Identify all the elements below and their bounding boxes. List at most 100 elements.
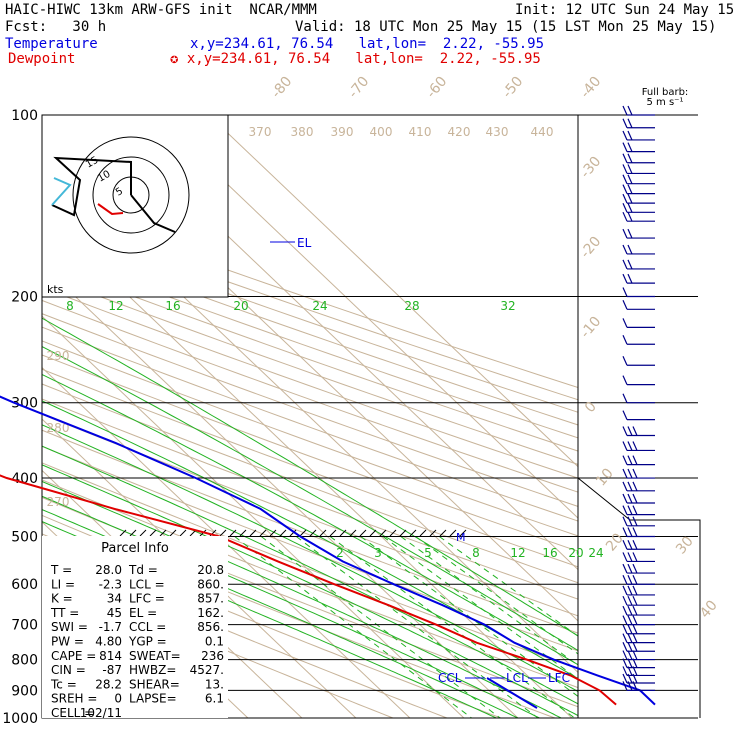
mixing-ratio-label: 24	[312, 299, 327, 313]
hatch-mark	[369, 529, 377, 537]
mixing-ratio-label: 2	[336, 546, 344, 560]
wind-barb-flag	[622, 426, 628, 436]
mixing-ratio-line	[360, 536, 578, 697]
wind-barb	[622, 259, 655, 270]
parcel-row-key2: SHEAR=	[129, 677, 180, 691]
wind-barb-flag	[622, 481, 628, 492]
parcel-row-value2: 4527.	[190, 663, 224, 677]
parcel-row-value: 45	[107, 606, 122, 620]
wind-barb-flag	[622, 527, 628, 537]
dry-adiabat-line	[42, 286, 578, 479]
parcel-row-value2: 13.	[205, 677, 224, 691]
wind-barb-flag	[622, 142, 628, 152]
wind-barb-flag	[627, 426, 633, 436]
wind-barb-flag	[627, 552, 633, 562]
dewpoint-legend: Dewpoint	[8, 51, 76, 67]
hodograph-upper-trace	[51, 177, 72, 206]
wind-barb	[622, 563, 655, 574]
hatch-mark	[249, 529, 257, 537]
wind-barb	[622, 164, 655, 175]
wind-barb	[622, 527, 655, 538]
mixing-ratio-line	[260, 536, 502, 718]
wind-barb-flag	[622, 287, 628, 297]
wind-barb	[622, 203, 655, 213]
dry-adiabat-line	[42, 274, 578, 465]
parcel-row-key: PW =	[51, 635, 84, 649]
wind-barb-flag	[627, 493, 633, 504]
dry-adiabat-line	[42, 413, 578, 617]
hodograph-ring-label: 5	[114, 186, 125, 199]
temperature-legend: Temperature	[5, 36, 98, 52]
hodograph-ring	[72, 136, 190, 254]
wind-barb-flag	[627, 516, 633, 527]
wind-barb-flag	[627, 666, 633, 676]
wind-barb-flag	[627, 658, 633, 668]
wind-barb	[622, 681, 655, 692]
parcel-row-key2: YGP =	[128, 635, 167, 649]
wind-barb-flag	[627, 673, 633, 684]
mixing-ratio-label: 12	[108, 299, 123, 313]
pressure-tick-label: 200	[11, 290, 38, 306]
wind-barb-flag	[627, 574, 633, 585]
parcel-row-value: -2.3	[99, 577, 122, 591]
hodograph-trace	[51, 156, 132, 217]
parcel-info-title: Parcel Info	[101, 541, 169, 556]
pressure-tick-label: 100	[11, 108, 38, 124]
wind-barb-flag	[627, 615, 633, 625]
parcel-row-value: 102/11	[80, 706, 122, 720]
wind-barb-flag	[627, 273, 633, 284]
parcel-row-key2: LAPSE=	[129, 692, 177, 706]
theta-label: 400	[370, 125, 393, 139]
parcel-row-value: 0	[114, 692, 122, 706]
wind-barb-flag	[622, 505, 628, 515]
mixing-ratio-line	[329, 536, 576, 718]
wind-barb-flag	[622, 228, 628, 239]
isotherm-line	[42, 366, 411, 718]
lfc-label: LFC	[548, 671, 570, 685]
parcel-row-key2: LFC =	[129, 592, 165, 606]
wind-barb-flag	[627, 540, 633, 550]
hatch-mark	[219, 529, 227, 537]
wind-barb-flag	[632, 595, 638, 606]
wind-barb-flag	[627, 211, 633, 222]
parcel-row-key: CIN =	[51, 663, 86, 677]
wind-barb-flag	[632, 426, 638, 436]
wind-barb-flag	[622, 375, 628, 385]
isotherm-line	[208, 115, 578, 468]
wind-barb-flag	[627, 642, 633, 652]
wind-barb	[622, 105, 655, 116]
wind-barb-flag	[632, 516, 638, 527]
isotherm-label: 30	[673, 533, 697, 557]
wind-barb	[622, 658, 655, 669]
wind-barb-flag	[627, 633, 633, 643]
pressure-tick-label: 800	[11, 653, 38, 669]
wind-barb-flag	[627, 527, 633, 537]
wind-barb	[622, 287, 655, 298]
lcl-label: LCL	[506, 671, 528, 685]
theta-label: 420	[448, 125, 471, 139]
wind-barb	[622, 493, 655, 504]
wind-barb-flag	[632, 441, 638, 451]
dry-adiabat-line	[42, 202, 578, 389]
wind-barb-flag	[632, 615, 638, 625]
parcel-row-value2: 236	[201, 649, 224, 663]
wind-barb	[622, 642, 655, 652]
wind-barb	[622, 244, 655, 255]
hodograph-units: kts	[47, 283, 64, 296]
wind-barb-flag	[622, 410, 628, 420]
m-label: M	[456, 531, 466, 544]
parcel-row-value2: 860.	[197, 577, 224, 591]
wind-barb-flag	[632, 658, 638, 668]
wind-barb-flag	[622, 650, 628, 660]
wind-barb-flag	[622, 681, 628, 691]
wind-barb-flag	[622, 540, 628, 550]
hatch-mark	[269, 529, 277, 537]
mixing-ratio-label: 5	[424, 546, 432, 560]
parcel-row-value2: 6.1	[205, 692, 224, 706]
wind-barb-flag	[622, 468, 628, 479]
wind-barb-flag	[632, 563, 638, 574]
wind-barb-flag	[627, 605, 633, 616]
isotherm-line	[154, 115, 578, 519]
wind-barb-flag	[632, 574, 638, 585]
parcel-row-value: 814	[99, 649, 122, 663]
